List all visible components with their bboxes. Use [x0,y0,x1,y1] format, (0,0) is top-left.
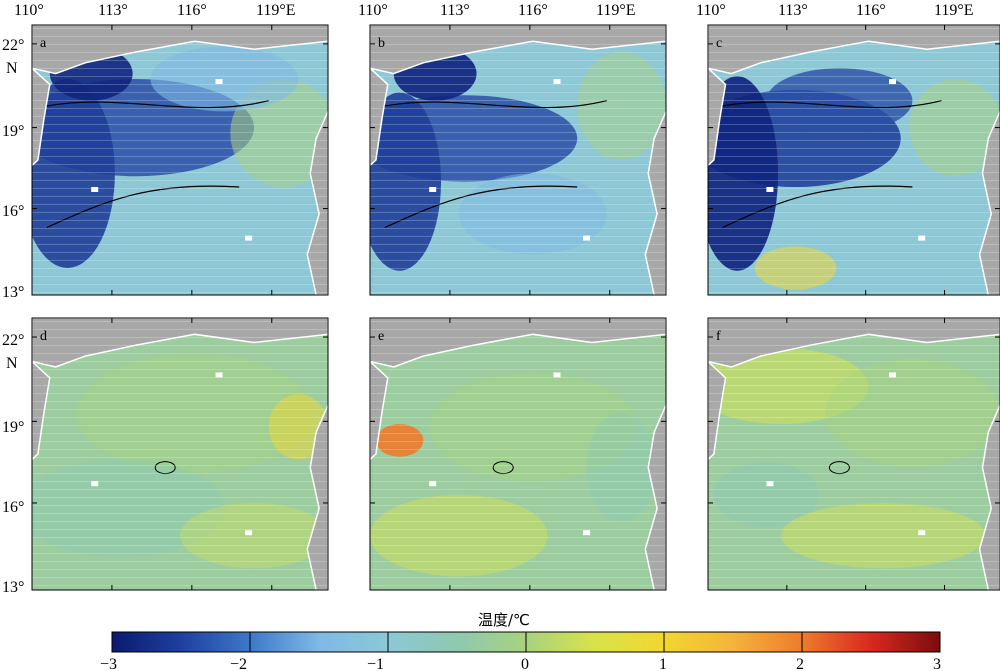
panel-ticks [31,25,328,296]
colorbar-tick-label-neg2: −2 [230,656,247,671]
panel-frame [31,317,329,591]
swath-stripes [370,25,666,295]
map-panel-f: f [707,317,1000,591]
panel-label-d: d [40,329,47,344]
panel-frame [369,317,667,591]
colorbar: 温度/℃ −3 −2 −1 0 1 2 3 [100,611,941,671]
lon-label-a-119: 119°E [256,2,296,19]
lon-label-a-116: 116° [177,2,207,19]
panel-label-e: e [378,329,384,344]
lat-label-16-top: 16° [2,203,24,220]
swath-stripes [370,318,666,590]
colorbar-tick-label-neg1: −1 [367,656,384,671]
panel-ticks [31,318,328,591]
map-panel-a: a [31,24,329,296]
lon-label-b-110: 110° [358,2,388,19]
panel-frame [707,24,1000,296]
panel-ticks [707,25,1000,296]
panel-frame [369,24,667,296]
lon-label-c-113: 113° [778,2,808,19]
lon-label-b-119: 119°E [596,2,636,19]
panel-label-f: f [716,329,721,344]
colorbar-tick-labels: −3 −2 −1 0 1 2 3 [100,656,941,671]
panel-ticks [369,25,666,296]
lon-label-c-110: 110° [696,2,726,19]
colorbar-tick-label-neg3: −3 [100,656,117,671]
lat-label-19-bottom: 19° [2,419,24,436]
map-panels: a b c d e f [31,24,1000,591]
panel-label-b: b [378,36,385,51]
colorbar-tick-label-2: 2 [796,656,804,671]
map-panel-e: e [369,317,667,591]
swath-stripes [32,318,328,590]
panel-label-a: a [40,36,47,51]
swath-stripes [708,25,1000,295]
lat-n-top: N [6,60,18,77]
left-latitude-labels: 22° N 19° 16° 13° 22° N 19° 16° 13° [2,37,24,596]
panel-frame [31,24,329,296]
lat-label-13-top: 13° [2,284,24,301]
lon-label-a-110: 110° [14,2,44,19]
colorbar-tick-label-0: 0 [521,656,529,671]
lon-label-b-113: 113° [440,2,470,19]
lat-n-bottom: N [6,355,18,372]
colorbar-ticks [111,632,941,652]
colorbar-title: 温度/℃ [478,611,530,629]
panel-ticks [369,318,666,591]
swath-stripes [32,25,328,295]
lat-label-13-bottom: 13° [2,579,24,596]
lon-label-b-116: 116° [518,2,548,19]
lat-label-16-bottom: 16° [2,499,24,516]
lon-label-c-119: 119°E [934,2,974,19]
panel-ticks [707,318,1000,591]
lon-label-c-116: 116° [856,2,886,19]
lat-label-19-top: 19° [2,123,24,140]
map-panel-c: c [707,24,1000,296]
top-longitude-labels: 110° 113° 116° 119°E 110° 113° 116° 119°… [14,2,974,19]
colorbar-tick-label-3: 3 [933,656,941,671]
map-panel-b: b [369,24,667,296]
panel-label-c: c [716,36,722,51]
colorbar-tick-label-1: 1 [659,656,667,671]
lat-label-22-bottom: 22° [2,332,24,349]
lat-label-22-top: 22° [2,37,24,54]
map-panel-d: d [31,317,329,591]
lon-label-a-113: 113° [98,2,128,19]
swath-stripes [708,318,1000,590]
panel-frame [707,317,1000,591]
